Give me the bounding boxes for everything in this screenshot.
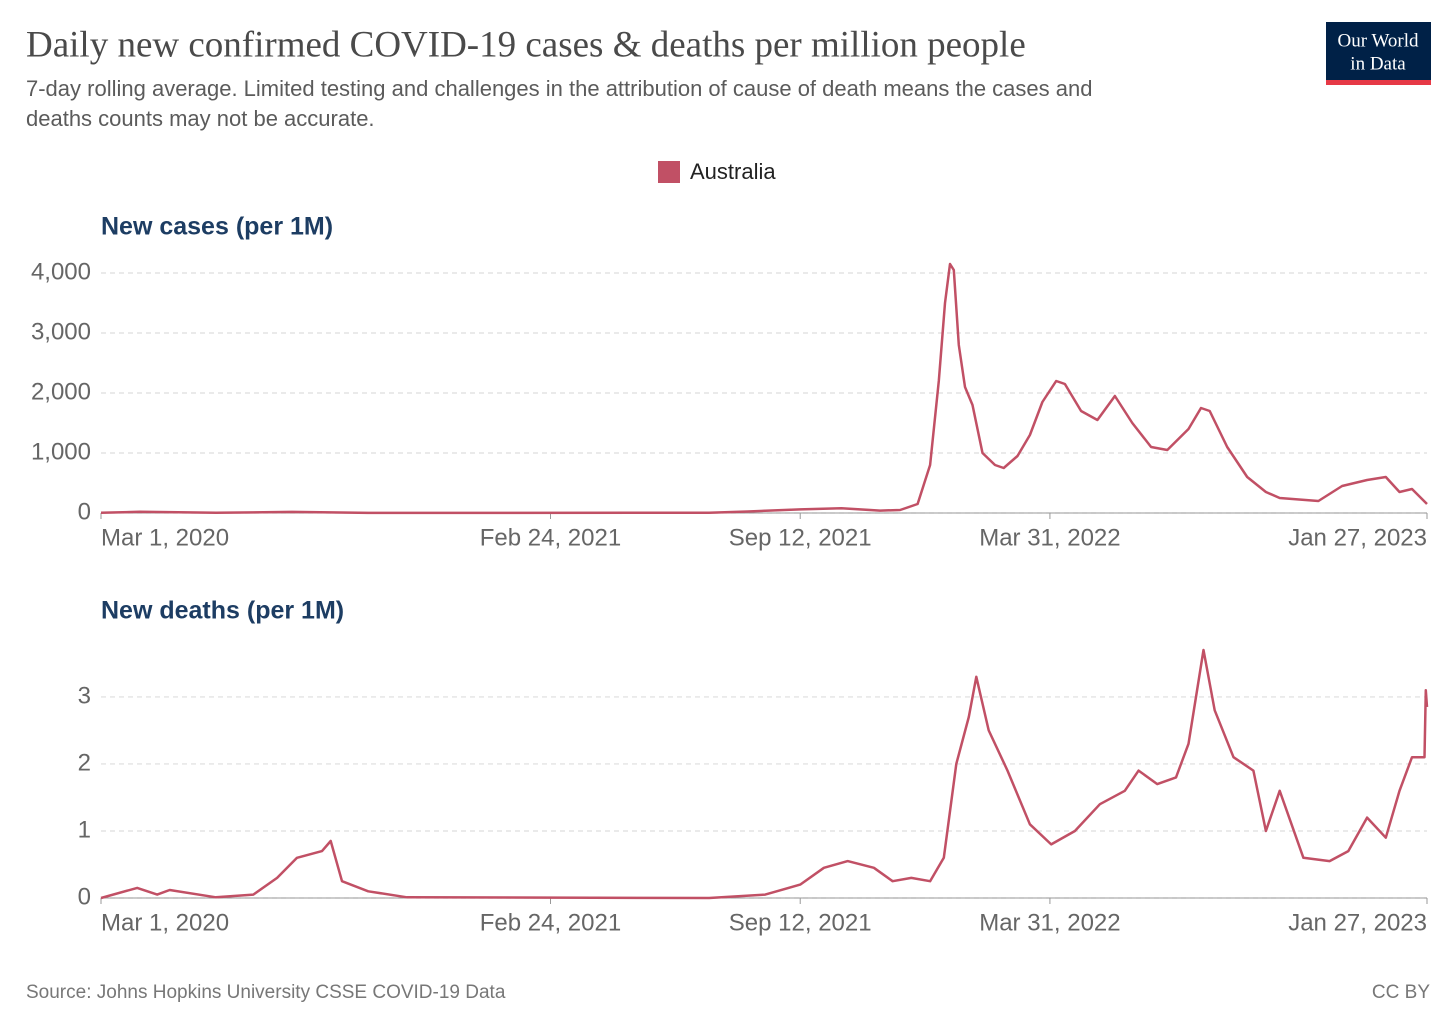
chart-title: Daily new confirmed COVID-19 cases & dea… bbox=[26, 24, 1026, 65]
panel-title: New cases (per 1M) bbox=[101, 213, 333, 241]
legend-label: Australia bbox=[690, 159, 776, 184]
subtitle: deaths counts may not be accurate. bbox=[26, 106, 375, 131]
x-tick-label: Jan 27, 2023 bbox=[1288, 909, 1427, 936]
logo-text: Our World bbox=[1338, 30, 1419, 51]
line bbox=[100, 262, 1428, 515]
y-tick-label: 0 bbox=[78, 883, 91, 910]
logo-text: in Data bbox=[1350, 53, 1406, 74]
x-tick-label: Mar 31, 2022 bbox=[979, 524, 1120, 551]
logo: Our World in Data bbox=[1326, 22, 1431, 85]
source: Source: Johns Hopkins University CSSE CO… bbox=[26, 982, 506, 1003]
subtitle: 7-day rolling average. Limited testing a… bbox=[26, 76, 1092, 101]
logo-box bbox=[1326, 22, 1431, 80]
x-tick-label: Feb 24, 2021 bbox=[480, 909, 621, 936]
logo-bar bbox=[1326, 80, 1431, 85]
y-tick-label: 0 bbox=[78, 498, 91, 525]
x-tick-label: Mar 31, 2022 bbox=[979, 909, 1120, 936]
license: CC BY bbox=[1372, 982, 1430, 1003]
legend-swatch bbox=[658, 161, 680, 183]
y-tick-label: 2 bbox=[78, 749, 91, 776]
y-tick-label: 4,000 bbox=[31, 258, 91, 285]
x-tick-label: Sep 12, 2021 bbox=[729, 909, 872, 936]
x-tick-label: Mar 1, 2020 bbox=[101, 524, 229, 551]
y-tick-label: 1 bbox=[78, 816, 91, 843]
y-tick-label: 2,000 bbox=[31, 378, 91, 405]
panel-title: New deaths (per 1M) bbox=[101, 597, 344, 625]
x-tick-label: Jan 27, 2023 bbox=[1288, 524, 1427, 551]
line bbox=[100, 648, 1429, 900]
x-tick-label: Sep 12, 2021 bbox=[729, 524, 872, 551]
y-tick-label: 3,000 bbox=[31, 318, 91, 345]
y-tick-label: 1,000 bbox=[31, 438, 91, 465]
x-tick-label: Feb 24, 2021 bbox=[480, 524, 621, 551]
y-tick-label: 3 bbox=[78, 682, 91, 709]
x-tick-label: Mar 1, 2020 bbox=[101, 909, 229, 936]
